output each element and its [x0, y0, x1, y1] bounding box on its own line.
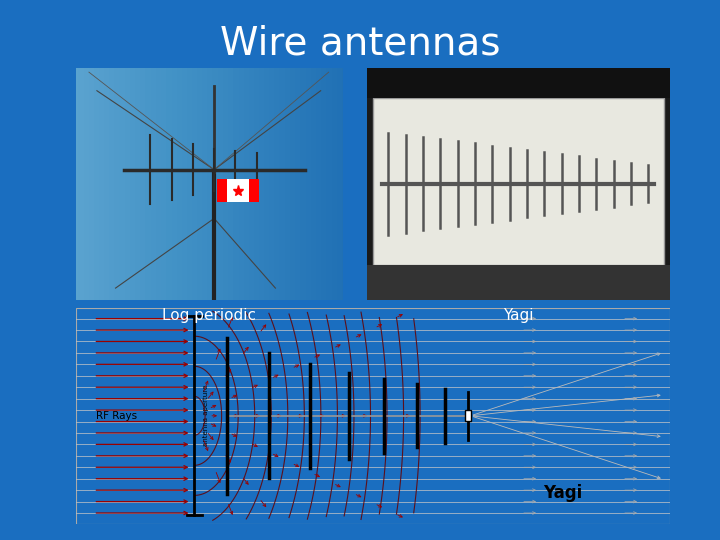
Bar [217, 179, 228, 202]
Text: Yagi: Yagi [503, 308, 534, 323]
Bar [367, 265, 670, 300]
Text: Log periodic: Log periodic [162, 308, 256, 323]
Text: antenna aperture: antenna aperture [203, 385, 210, 447]
Text: RF Rays: RF Rays [96, 411, 138, 421]
Bar [464, 410, 471, 421]
Text: Yagi: Yagi [543, 484, 582, 502]
Bar [373, 98, 664, 265]
Bar [367, 68, 670, 98]
Bar [217, 179, 259, 202]
Bar [249, 179, 259, 202]
Text: Wire antennas: Wire antennas [220, 24, 500, 62]
